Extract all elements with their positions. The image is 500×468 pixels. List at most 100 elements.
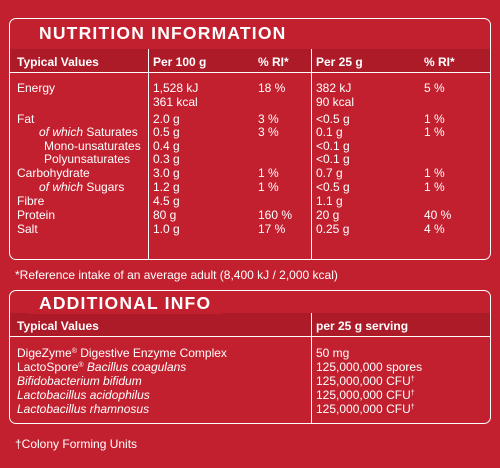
ri-100g-value: 1 %: [258, 180, 279, 194]
nutrition-header-cell: Typical Values: [17, 55, 99, 69]
ingredient-species: Lactobacillus acidophilus: [17, 388, 150, 402]
ri-25g-value: 1 %: [424, 125, 445, 139]
ingredient-amount: 50 mg: [316, 347, 349, 359]
per-25g-value: 0.25 g: [316, 222, 350, 236]
ingredient-name: DigeZyme® Digestive Enzyme Complex: [17, 347, 227, 359]
per-25g-value: 20 g: [316, 208, 340, 222]
per-25g-value: 90 kcal: [316, 95, 355, 109]
ri-25g-value: 1 %: [424, 166, 445, 180]
ri-25g-value: 1 %: [424, 112, 445, 126]
per-100g-value: 2.0 g: [153, 112, 180, 126]
ingredient-amount: 125,000,000 CFU†: [316, 375, 415, 387]
nutrient-label-text: Sugars: [83, 180, 125, 194]
nutrient-label-prefix: of which: [39, 125, 84, 139]
nutrition-header-cell: % RI*: [258, 55, 289, 69]
ingredient-species: Bifidobacterium bifidum: [17, 374, 142, 388]
ingredient-name: Lactobacillus rhamnosus: [17, 403, 149, 415]
nutrient-label-text: Mono-unsaturates: [44, 139, 141, 153]
ri-100g-value: 3 %: [258, 125, 279, 139]
ingredient-description: Digestive Enzyme Complex: [76, 346, 227, 360]
nutrition-header-row: [10, 49, 490, 73]
per-100g-value: 80 g: [153, 208, 177, 222]
ingredient-name: Lactobacillus acidophilus: [17, 389, 150, 401]
per-25g-value: <0.1 g: [316, 152, 350, 166]
registered-mark: ®: [71, 348, 77, 355]
nutrient-label-text: Fat: [17, 112, 35, 126]
nutrient-label: Energy: [17, 82, 55, 94]
nutrient-label: Fat: [17, 113, 34, 125]
nutrition-header-cell: % RI*: [424, 55, 455, 69]
per-100g-value: 4.5 g: [153, 194, 180, 208]
nutrient-label-text: Salt: [17, 222, 38, 236]
nutrient-label-text: Energy: [17, 81, 56, 95]
per-100g-value: 0.4 g: [153, 139, 180, 153]
ingredient-amount: 125,000,000 spores: [316, 361, 422, 373]
ingredient-amount-value: 125,000,000 CFU: [316, 374, 411, 388]
per-25g-value: <0.5 g: [316, 112, 350, 126]
per-100g-value: 361 kcal: [153, 95, 198, 109]
nutrition-panel: Typical Values Per 100 g % RI* Per 25 g % RI…: [9, 18, 491, 260]
ri-100g-value: 160 %: [258, 208, 293, 222]
per-100g-value: 0.5 g: [153, 125, 180, 139]
per-25g-value: 0.7 g: [316, 166, 343, 180]
nutrition-header-cell: Per 100 g: [153, 55, 207, 69]
nutrient-label: Polyunsaturates: [44, 153, 130, 165]
registered-mark: ®: [78, 362, 84, 369]
per-100g-value: 1.2 g: [153, 180, 180, 194]
ri-25g-value: 40 %: [424, 208, 452, 222]
per-100g-value: 0.3 g: [153, 152, 180, 166]
nutrient-label: Protein: [17, 209, 55, 221]
nutrient-label-text: Polyunsaturates: [44, 152, 131, 166]
column-divider: [148, 49, 149, 259]
nutrient-label: Salt: [17, 223, 38, 235]
ingredient-amount-value: 125,000,000 spores: [316, 360, 423, 374]
dagger-mark: †: [410, 404, 415, 411]
nutrient-label: Fibre: [17, 195, 44, 207]
ri-25g-value: 1 %: [424, 180, 445, 194]
per-100g-value: 3.0 g: [153, 166, 180, 180]
ri-100g-value: 17 %: [258, 222, 286, 236]
additional-header-row: [10, 313, 490, 337]
nutrient-label-text: Protein: [17, 208, 56, 222]
per-25g-value: 0.1 g: [316, 125, 343, 139]
ri-footnote: *Reference intake of an average adult (8…: [15, 268, 338, 282]
dagger-mark: †: [410, 390, 415, 397]
per-25g-value: <0.1 g: [316, 139, 350, 153]
ingredient-amount-value: 50 mg: [316, 346, 350, 360]
nutrient-label: of which Sugars: [39, 181, 124, 193]
ingredient-amount-value: 125,000,000 CFU: [316, 402, 411, 416]
dagger-mark: †: [410, 376, 415, 383]
per-100g-value: 1.0 g: [153, 222, 180, 236]
ri-100g-value: 3 %: [258, 112, 279, 126]
nutrient-label: Carbohydrate: [17, 167, 90, 179]
additional-header-cell: Typical Values: [17, 319, 99, 333]
ri-100g-value: 1 %: [258, 166, 279, 180]
ingredient-species: Lactobacillus rhamnosus: [17, 402, 150, 416]
ri-25g-value: 4 %: [424, 222, 445, 236]
additional-header-cell: per 25 g serving: [316, 319, 409, 333]
per-25g-value: <0.5 g: [316, 180, 350, 194]
ingredient-species: Bacillus coagulans: [86, 360, 187, 374]
ingredient-name: Bifidobacterium bifidum: [17, 375, 142, 387]
per-25g-value: 1.1 g: [316, 194, 343, 208]
nutrition-header-cell: Per 25 g: [316, 55, 363, 69]
ingredient-amount: 125,000,000 CFU†: [316, 389, 415, 401]
ingredient-name: LactoSpore® Bacillus coagulans: [17, 361, 186, 373]
nutrient-label-prefix: of which: [39, 180, 84, 194]
column-divider: [311, 49, 312, 259]
additional-info-panel: Typical Values per 25 g serving DigeZyme® …: [9, 290, 491, 424]
nutrient-label-text: Carbohydrate: [17, 166, 90, 180]
additional-info-title: ADDITIONAL INFO: [29, 292, 222, 314]
ingredient-amount: 125,000,000 CFU†: [316, 403, 415, 415]
ri-100g-value: 18 %: [258, 81, 286, 95]
nutrition-title: NUTRITION INFORMATION: [29, 22, 297, 44]
ingredient-brand: LactoSpore: [17, 360, 79, 374]
nutrient-label-text: Fibre: [17, 194, 45, 208]
nutrient-label-text: Saturates: [83, 125, 138, 139]
ingredient-brand: DigeZyme: [17, 346, 72, 360]
nutrient-label: of which Saturates: [39, 126, 138, 138]
nutrient-label: Mono-unsaturates: [44, 140, 141, 152]
ri-25g-value: 5 %: [424, 81, 445, 95]
per-25g-value: 382 kJ: [316, 81, 352, 95]
per-100g-value: 1,528 kJ: [153, 81, 199, 95]
